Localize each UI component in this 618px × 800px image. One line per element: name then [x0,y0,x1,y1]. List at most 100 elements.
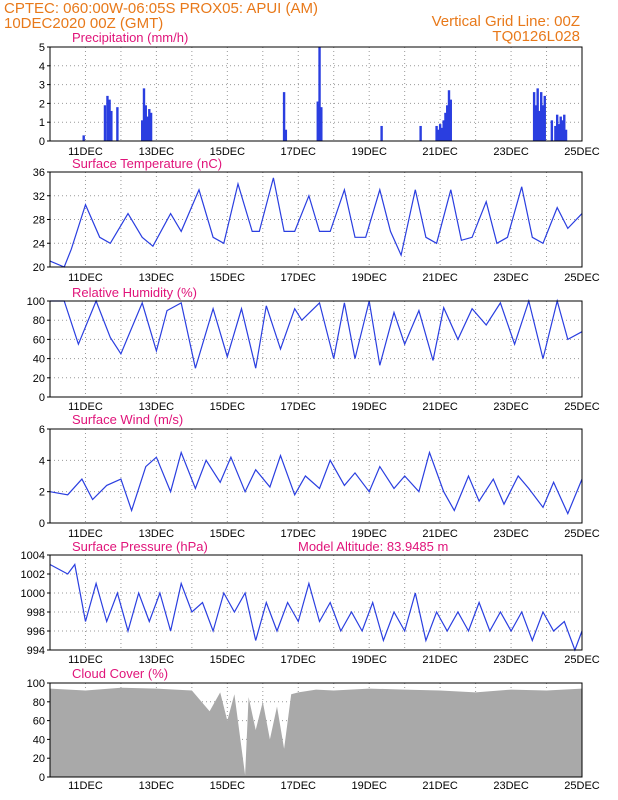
precip-bar [447,90,451,141]
pressure-ytick-label: 1000 [21,588,45,600]
wind-ytick-label: 0 [39,518,45,530]
humidity-xtick-label: 23DEC [493,401,529,413]
pressure-panel: Surface Pressure (hPa) Model Altitude: 8… [21,539,600,666]
cloud-xtick-label: 11DEC [68,780,103,792]
precip-bar [555,114,559,141]
precip-bar [554,125,557,141]
temperature-ytick-label: 28 [33,215,45,227]
humidity-xtick-label: 13DEC [139,401,175,413]
precip-bar [108,99,111,141]
temperature-xtick-label: 23DEC [493,272,529,284]
header-location: CPTEC: 060:00W-06:05S PROX05: APUI (AM) [4,0,318,17]
temperature-ytick-label: 20 [33,262,45,274]
wind-plot-frame [49,428,583,524]
wind-series-line [49,450,583,516]
temperature-xtick-label: 17DEC [281,272,317,284]
precip-bar [110,110,113,141]
humidity-xtick-label: 15DEC [210,401,246,413]
header-model-id: TQ0126L028 [492,28,580,45]
pressure-ytick-label: 1004 [21,550,45,562]
precip-ytick-label: 1 [39,117,45,129]
precip-bar [435,125,438,141]
temperature-xtick-label: 21DEC [422,272,458,284]
humidity-ytick-label: 80 [33,315,45,327]
precip-bar [149,112,153,141]
wind-ytick-label: 6 [39,424,45,436]
precip-bar [141,120,144,141]
pressure-xtick-label: 19DEC [351,654,387,666]
precip-bar [564,129,568,141]
pressure-xtick-label: 23DEC [493,654,529,666]
pressure-ytick-label: 998 [27,607,45,619]
cloud-xtick-label: 21DEC [422,780,458,792]
temperature-xtick-label: 15DEC [210,272,246,284]
wind-xtick-label: 13DEC [139,528,175,540]
temperature-title: Surface Temperature (nC) [72,156,222,171]
humidity-ytick-label: 100 [27,296,45,308]
cloud-plot-frame [49,682,583,778]
precip-xtick-label: 23DEC [493,146,529,158]
humidity-xtick-label: 11DEC [68,401,103,413]
precip-bar [540,92,543,141]
precip-bar [106,95,109,141]
pressure-title: Surface Pressure (hPa) [72,539,208,554]
precip-bar [538,110,541,141]
precip-xtick-label: 11DEC [68,146,103,158]
precip-ytick-label: 0 [39,136,45,148]
pressure-xtick-label: 11DEC [68,654,103,666]
precip-bar [82,135,85,141]
precip-xtick-label: 17DEC [281,146,317,158]
humidity-xtick-label: 25DEC [564,401,600,413]
cloud-ytick-label: 80 [33,697,45,709]
humidity-xtick-label: 17DEC [281,401,317,413]
temperature-xtick-label: 19DEC [351,272,387,284]
precip-bar [541,105,545,141]
precip-bar [563,114,566,141]
precip-bar [284,129,288,141]
precip-bar [532,92,536,141]
humidity-xtick-label: 21DEC [422,401,458,413]
cloud-xtick-label: 19DEC [351,780,387,792]
precip-xtick-label: 21DEC [422,146,458,158]
cloud-ytick-label: 20 [33,753,45,765]
cloud-xtick-label: 25DEC [564,780,600,792]
temperature-ytick-label: 32 [33,191,45,203]
precip-bar [561,120,564,141]
wind-ytick-label: 4 [39,455,45,467]
cloud-cover-panel: Cloud Cover (%) 0 20 40 60 80 100 11DEC 13DEC 15… [27,666,600,792]
precip-ytick-label: 2 [39,98,45,110]
cloud-xtick-label: 13DEC [139,780,175,792]
pressure-ytick-label: 996 [27,626,45,638]
humidity-title: Relative Humidity (%) [72,285,197,300]
pressure-xtick-label: 25DEC [564,654,600,666]
humidity-ytick-label: 0 [39,392,45,404]
temperature-ytick-label: 24 [33,238,45,250]
wind-xtick-label: 21DEC [422,528,458,540]
wind-xtick-label: 19DEC [351,528,387,540]
cloud-cover-title: Cloud Cover (%) [72,666,168,681]
cloud-area [50,687,582,777]
temperature-series-line [49,177,583,268]
precip-bar [449,99,452,141]
header-grid-note: Vertical Grid Line: 00Z [432,13,580,30]
precip-bar [320,107,323,141]
wind-title: Surface Wind (m/s) [72,412,183,427]
temperature-xtick-label: 25DEC [564,272,600,284]
precip-bar [557,124,561,141]
precip-bar [534,105,538,141]
precip-bar [282,92,286,141]
wind-xtick-label: 15DEC [210,528,246,540]
precip-bar [438,124,442,141]
precip-bar [419,125,422,141]
pressure-plot-frame [49,554,583,651]
humidity-ytick-label: 20 [33,373,45,385]
precip-xtick-label: 13DEC [139,146,175,158]
precip-xtick-label: 15DEC [210,146,246,158]
temperature-xtick-label: 13DEC [139,272,175,284]
wind-xtick-label: 25DEC [564,528,600,540]
cloud-xtick-label: 15DEC [210,780,246,792]
humidity-plot-frame [49,300,583,398]
humidity-ytick-label: 60 [33,334,45,346]
precipitation-panel: Precipitation (mm/h) 0 1 2 3 4 5 11DEC 13DEC 15D… [39,30,600,158]
